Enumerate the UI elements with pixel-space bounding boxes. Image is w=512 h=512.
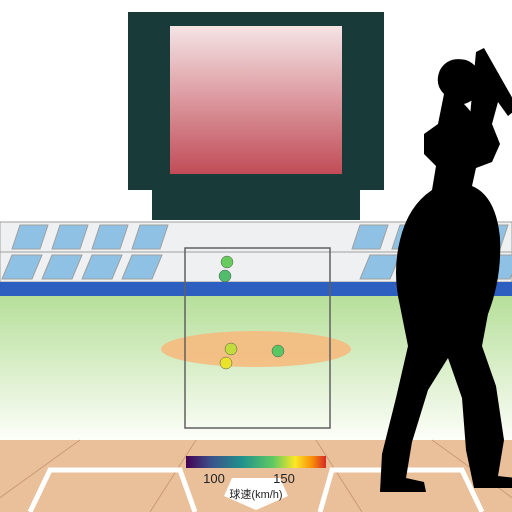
scoreboard-screen [170,26,342,174]
pitch-marker [221,256,233,268]
speed-legend-tick: 100 [203,471,225,486]
pitch-marker [272,345,284,357]
pitch-marker [220,357,232,369]
pitch-marker [219,270,231,282]
scoreboard-base [152,184,360,220]
speed-legend-tick: 150 [273,471,295,486]
pitchers-mound [161,331,351,367]
pitch-marker [225,343,237,355]
speed-legend-title: 球速(km/h) [229,487,282,501]
speed-legend-bar [186,456,326,468]
